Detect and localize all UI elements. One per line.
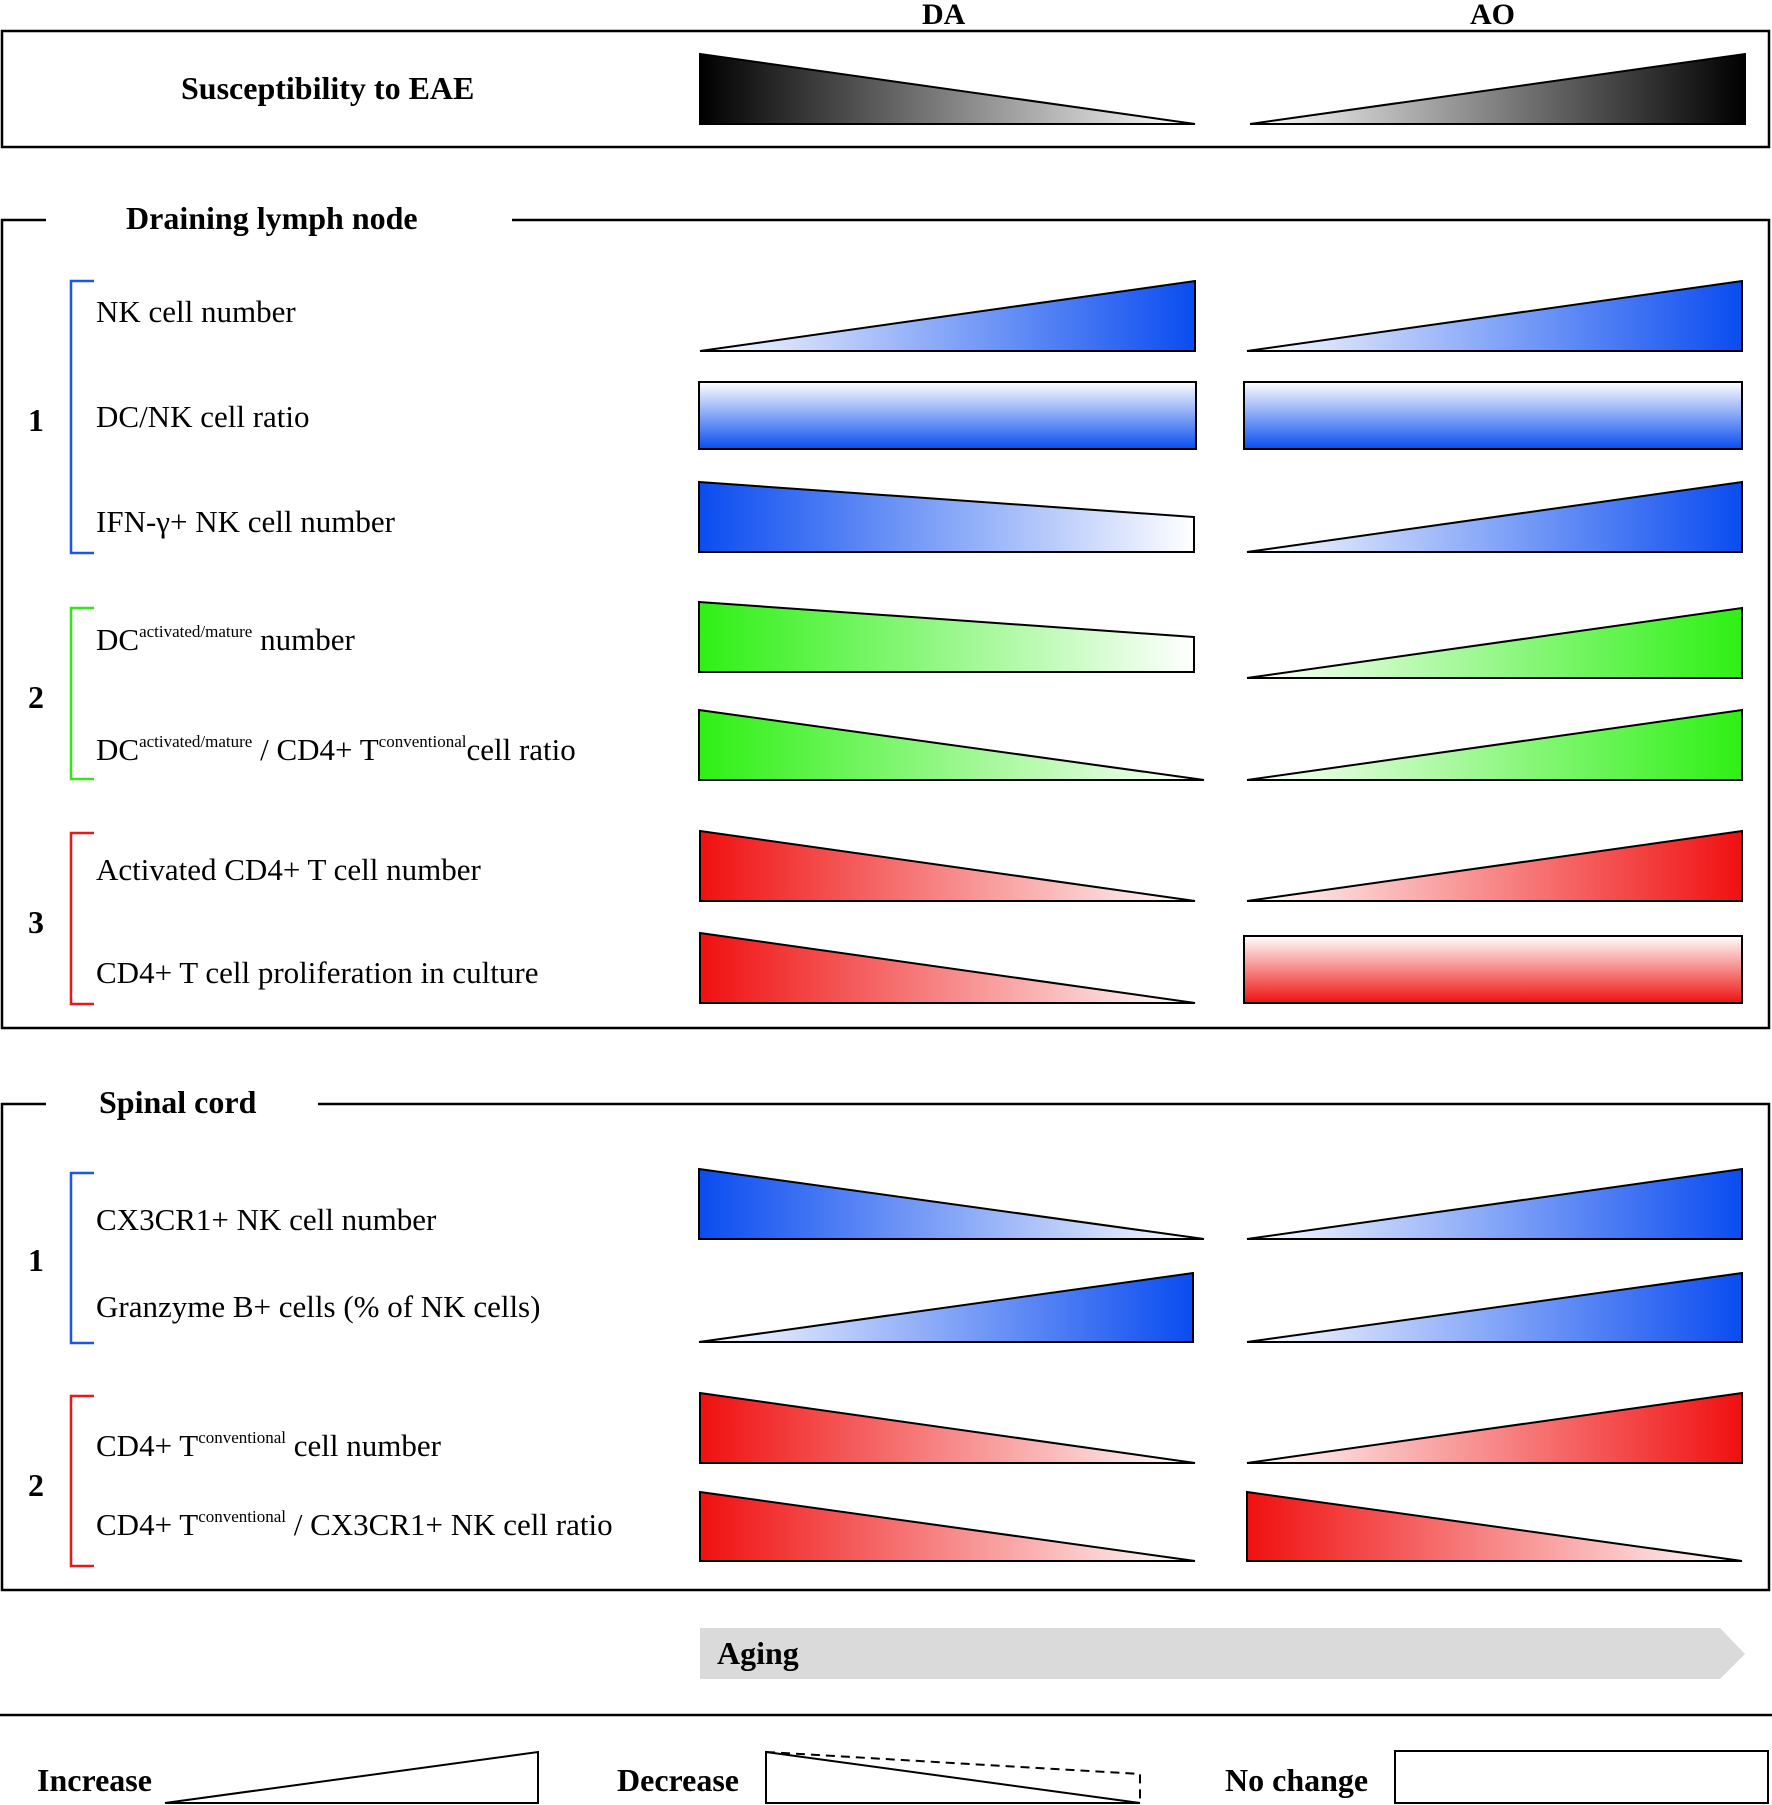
row-label-part: cell ratio xyxy=(466,732,576,767)
spinal-cord-box xyxy=(0,1102,1771,1592)
susceptibility-box xyxy=(0,29,1771,149)
row-label-part: cell number xyxy=(286,1428,441,1463)
group-number-ln-3: 3 xyxy=(28,904,44,940)
row-label-superscript: conventional xyxy=(198,1507,286,1526)
susceptibility-ao-increase-shape xyxy=(1249,52,1746,125)
group-number-ln-2: 2 xyxy=(28,679,44,715)
dc-nk-ratio-da-nochange-shape xyxy=(698,381,1197,450)
row-label-granzyme-nk: Granzyme B+ cells (% of NK cells) xyxy=(96,1289,541,1324)
row-label-activated-cd4-number: Activated CD4+ T cell number xyxy=(96,852,481,887)
susceptibility-da-decrease-shape xyxy=(699,52,1196,125)
ifn-nk-number-da-decrease-shape xyxy=(698,480,1195,553)
row-label-cd4-tconv-number: CD4+ Tconventional cell number xyxy=(96,1428,441,1463)
bracket-sc-group-2 xyxy=(69,1394,94,1568)
column-header-da: DA xyxy=(922,0,966,31)
cd4-tconv-number-da-decrease-shape xyxy=(699,1391,1196,1464)
row-label-dc-cd4-ratio: DCactivated/mature / CD4+ Tconventionalc… xyxy=(96,732,576,767)
row-label-part: number xyxy=(252,622,355,657)
legend-nochange-shape xyxy=(1394,1750,1769,1804)
cd4-cx3cr1-ratio-ao-decrease-shape xyxy=(1246,1490,1743,1562)
row-label-dc-nk-ratio: DC/NK cell ratio xyxy=(96,399,310,434)
lymph-node-box xyxy=(0,218,1771,1030)
susceptibility-label: Susceptibility to EAE xyxy=(181,70,475,106)
legend-decrease-dashed xyxy=(765,1751,1141,1803)
row-label-dc-activated-number: DCactivated/mature number xyxy=(96,622,355,657)
bracket-sc-group-1 xyxy=(69,1171,94,1345)
cd4-proliferation-ao-nochange-shape xyxy=(1243,935,1743,1004)
row-label-cd4-proliferation: CD4+ T cell proliferation in culture xyxy=(96,955,539,990)
aging-label: Aging xyxy=(717,1635,799,1671)
row-label-superscript: conventional xyxy=(378,732,467,751)
bracket-ln-group-1 xyxy=(69,279,94,555)
legend-increase-shape xyxy=(164,1750,539,1804)
cd4-proliferation-da-decrease-shape xyxy=(699,931,1196,1004)
dc-activated-number-ao-increase-shape xyxy=(1246,606,1743,679)
row-label-cx3cr1-nk-number: CX3CR1+ NK cell number xyxy=(96,1202,437,1237)
row-label-part: / CX3CR1+ NK cell ratio xyxy=(286,1507,613,1542)
row-label-part: / CD4+ T xyxy=(252,732,379,767)
cx3cr1-nk-number-da-decrease-shape xyxy=(698,1167,1205,1240)
section-title-lymph-node: Draining lymph node xyxy=(120,202,424,234)
ifn-nk-number-ao-increase-shape xyxy=(1246,480,1743,553)
row-label-part: CD4+ T xyxy=(96,1507,199,1542)
section-title-spinal-cord: Spinal cord xyxy=(93,1086,263,1118)
group-number-sc-2: 2 xyxy=(28,1467,44,1503)
group-number-sc-1: 1 xyxy=(28,1242,44,1278)
granzyme-nk-da-increase-shape xyxy=(698,1271,1194,1343)
row-label-ifn-nk-number: IFN-γ+ NK cell number xyxy=(96,504,395,539)
cd4-cx3cr1-ratio-da-decrease-shape xyxy=(699,1490,1196,1562)
row-label-superscript: activated/mature xyxy=(139,622,253,641)
row-label-part: CD4+ T xyxy=(96,1428,199,1463)
dc-cd4-ratio-da-decrease-shape xyxy=(698,708,1205,781)
row-label-superscript: conventional xyxy=(198,1428,286,1447)
granzyme-nk-ao-increase-shape xyxy=(1246,1271,1743,1343)
legend-decrease-label: Decrease xyxy=(617,1762,739,1798)
cd4-tconv-number-ao-increase-shape xyxy=(1246,1391,1743,1464)
group-number-ln-1: 1 xyxy=(28,402,44,438)
cx3cr1-nk-number-ao-increase-shape xyxy=(1246,1167,1743,1240)
row-label-cd4-cx3cr1-ratio: CD4+ Tconventional / CX3CR1+ NK cell rat… xyxy=(96,1507,613,1542)
row-label-nk-cell-number: NK cell number xyxy=(96,294,296,329)
nk-cell-number-ao-increase-shape xyxy=(1246,279,1743,352)
dc-nk-ratio-ao-nochange-shape xyxy=(1243,381,1743,450)
bracket-ln-group-3 xyxy=(69,831,94,1006)
row-label-superscript: activated/mature xyxy=(139,732,253,751)
legend-decrease-shape xyxy=(765,1750,1141,1804)
column-header-ao: AO xyxy=(1470,0,1515,31)
legend-increase-label: Increase xyxy=(37,1762,152,1798)
activated-cd4-number-ao-increase-shape xyxy=(1246,829,1743,902)
bracket-ln-group-2 xyxy=(69,606,94,781)
dc-cd4-ratio-ao-increase-shape xyxy=(1246,708,1743,781)
nk-cell-number-da-increase-shape xyxy=(699,279,1196,352)
activated-cd4-number-da-decrease-shape xyxy=(699,829,1196,902)
row-label-part: DC xyxy=(96,732,140,767)
row-label-part: DC xyxy=(96,622,140,657)
dc-activated-number-da-decrease-shape xyxy=(698,600,1195,673)
legend-nochange-label: No change xyxy=(1225,1762,1369,1798)
aging-arrow xyxy=(700,1628,1745,1679)
